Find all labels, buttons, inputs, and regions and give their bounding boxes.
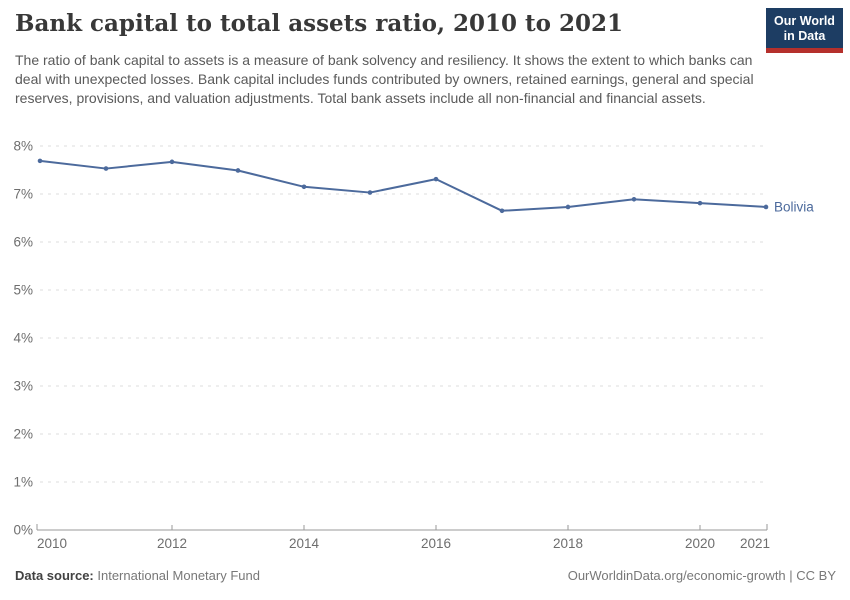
y-axis-tick-label: 7% (13, 187, 33, 202)
series-entity-label[interactable]: Bolivia (774, 199, 814, 214)
data-point-marker[interactable] (433, 176, 439, 182)
x-axis-tick-label: 2016 (421, 536, 451, 551)
y-axis-tick-label: 3% (13, 379, 33, 394)
data-point-marker[interactable] (499, 208, 505, 214)
x-axis-tick-label: 2010 (37, 536, 67, 551)
chart-subtitle: The ratio of bank capital to assets is a… (15, 52, 754, 107)
chart-footer: Data source: International Monetary Fund… (15, 568, 836, 583)
data-point-marker[interactable] (565, 204, 571, 210)
data-point-marker[interactable] (631, 196, 637, 202)
x-axis-tick-label: 2012 (157, 536, 187, 551)
chart-area: 0% 1% 2% 3% 4% 5% 6% 7% 8% 2010 2012 2014 2016 2018 20… (0, 139, 850, 560)
data-point-marker[interactable] (235, 168, 241, 173)
x-axis-tick-label: 2021 (740, 536, 770, 551)
y-axis-tick-label: 5% (13, 283, 33, 298)
data-point-marker[interactable] (697, 200, 703, 206)
data-point-marker[interactable] (367, 190, 373, 195)
line-chart: 0% 1% 2% 3% 4% 5% 6% 7% 8% 2010 2012 2014 2016 2018 20… (13, 139, 814, 552)
owid-logo[interactable]: Our World in Data (766, 8, 843, 53)
chart-title: Bank capital to total assets ratio, 2010… (15, 10, 623, 37)
y-axis-tick-label: 2% (13, 427, 33, 442)
data-point-marker[interactable] (37, 158, 43, 164)
owid-logo-line1: Our World (774, 14, 835, 28)
data-source: Data source: International Monetary Fund (15, 568, 260, 583)
x-axis-tick-label: 2020 (685, 536, 715, 551)
x-axis-tick-label: 2014 (289, 536, 320, 551)
data-source-value: International Monetary Fund (97, 568, 260, 583)
y-axis-tick-label: 6% (13, 235, 33, 250)
y-axis-tick-label: 1% (13, 475, 33, 490)
data-point-marker[interactable] (169, 159, 175, 165)
x-axis-tick-label: 2018 (553, 536, 583, 551)
y-axis-tick-label: 8% (13, 140, 33, 154)
data-point-marker[interactable] (301, 184, 307, 190)
series-line-bolivia[interactable] (39, 159, 767, 212)
data-point-marker[interactable] (103, 166, 109, 171)
owid-credit-link[interactable]: OurWorldinData.org/economic-growth | CC … (567, 568, 836, 583)
data-point-marker[interactable] (763, 204, 769, 210)
data-source-label: Data source: (15, 568, 94, 583)
owid-logo-line2: in Data (783, 29, 826, 43)
y-axis-tick-label: 0% (13, 523, 33, 538)
y-axis-tick-label: 4% (13, 331, 33, 346)
